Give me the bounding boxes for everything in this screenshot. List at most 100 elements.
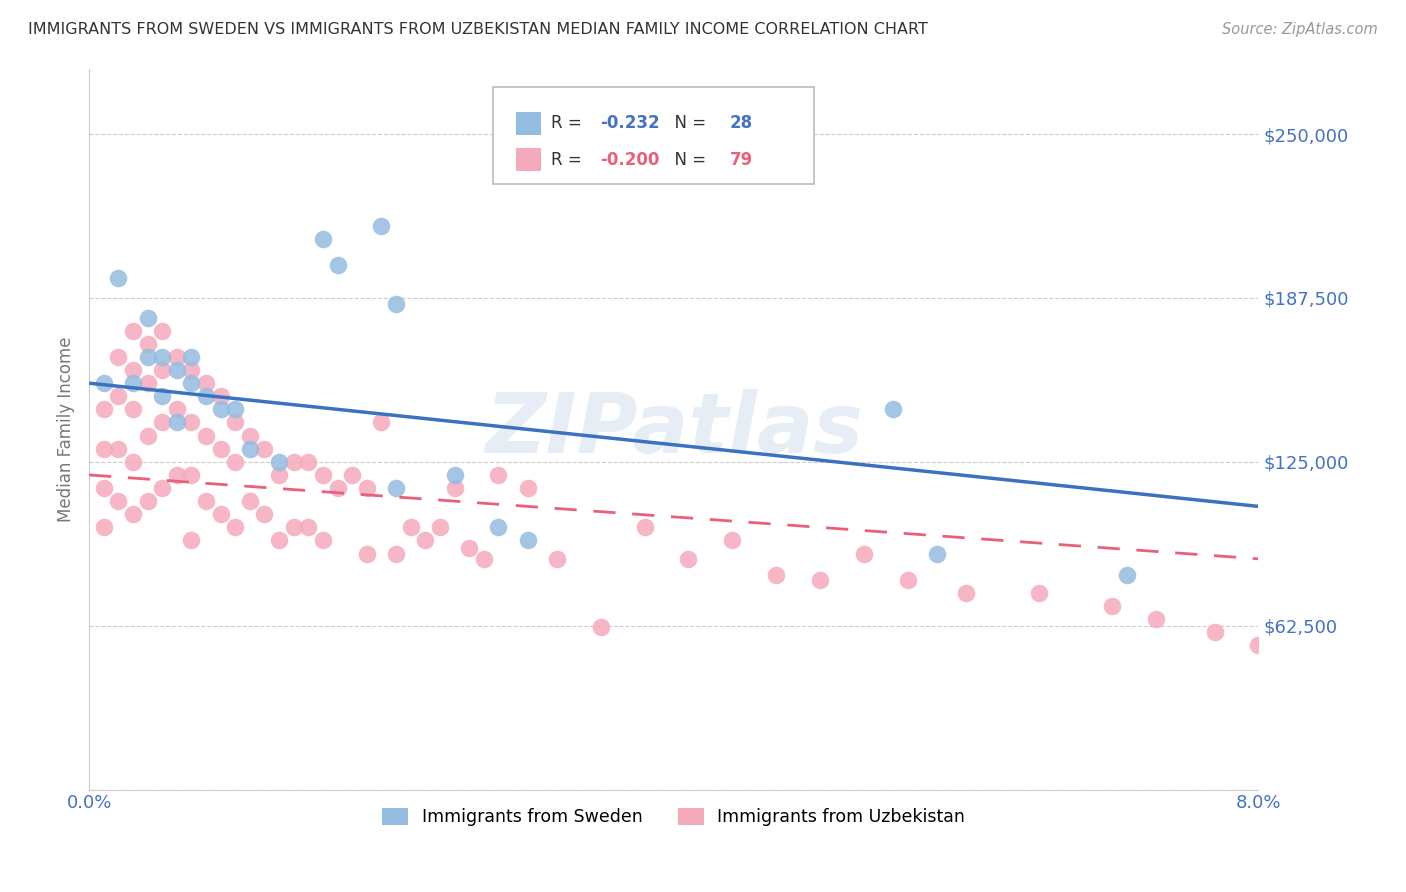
Point [180,416,202,430]
FancyBboxPatch shape [516,148,541,171]
Point [253,508,276,522]
Point [136,310,159,325]
Point [107,271,129,285]
Point [326,258,349,272]
Text: Source: ZipAtlas.com: Source: ZipAtlas.com [1222,22,1378,37]
Point [897,573,920,587]
Point [166,416,188,430]
Point [93,481,115,495]
Point [312,467,335,482]
Text: -0.232: -0.232 [600,114,659,132]
Point [195,494,218,508]
Point [458,541,481,556]
Y-axis label: Median Family Income: Median Family Income [58,336,75,522]
FancyBboxPatch shape [516,112,541,135]
Point [166,363,188,377]
Point [1115,567,1137,582]
Point [209,508,232,522]
Point [150,363,173,377]
Point [385,547,408,561]
Point [180,467,202,482]
Point [516,533,538,548]
Point [224,520,246,534]
Point [326,481,349,495]
Legend: Immigrants from Sweden, Immigrants from Uzbekistan: Immigrants from Sweden, Immigrants from … [374,799,974,835]
Point [1028,586,1050,600]
Point [269,455,291,469]
Point [370,219,392,233]
Point [93,376,115,391]
Point [486,520,509,534]
Point [150,481,173,495]
Point [180,350,202,364]
Point [269,467,291,482]
Point [882,402,904,417]
Point [239,442,262,456]
Point [180,533,202,548]
Point [224,416,246,430]
Point [385,481,408,495]
Point [93,520,115,534]
Point [195,389,218,403]
Point [195,428,218,442]
Point [239,428,262,442]
Point [546,551,568,566]
Point [150,389,173,403]
Point [122,363,145,377]
Point [136,350,159,364]
Text: N =: N = [664,151,711,169]
Point [122,324,145,338]
Text: 79: 79 [730,151,752,169]
Point [150,324,173,338]
Point [429,520,451,534]
Point [239,494,262,508]
Text: R =: R = [551,151,586,169]
Point [166,402,188,417]
Point [209,389,232,403]
Point [297,455,319,469]
Text: IMMIGRANTS FROM SWEDEN VS IMMIGRANTS FROM UZBEKISTAN MEDIAN FAMILY INCOME CORREL: IMMIGRANTS FROM SWEDEN VS IMMIGRANTS FRO… [28,22,928,37]
Point [721,533,744,548]
Point [93,442,115,456]
Point [269,533,291,548]
Point [136,428,159,442]
Point [852,547,875,561]
Point [224,455,246,469]
Point [1101,599,1123,613]
Point [312,533,335,548]
Point [443,481,465,495]
Point [925,547,948,561]
Point [370,416,392,430]
Point [180,363,202,377]
Point [283,455,305,469]
Point [107,389,129,403]
Point [166,467,188,482]
Point [472,551,495,566]
Point [122,376,145,391]
Point [678,551,700,566]
Point [516,481,538,495]
Point [180,376,202,391]
Point [413,533,436,548]
Point [808,573,831,587]
Point [136,336,159,351]
Text: R =: R = [551,114,586,132]
Point [765,567,787,582]
Point [1247,638,1270,652]
Point [107,442,129,456]
Point [209,442,232,456]
Point [166,350,188,364]
Point [340,467,363,482]
Point [283,520,305,534]
Point [633,520,655,534]
Point [253,442,276,456]
Point [150,416,173,430]
Text: 28: 28 [730,114,752,132]
Point [443,467,465,482]
Point [399,520,422,534]
Point [1204,625,1226,640]
Point [107,350,129,364]
Text: N =: N = [664,114,711,132]
Point [385,297,408,311]
Point [93,402,115,417]
